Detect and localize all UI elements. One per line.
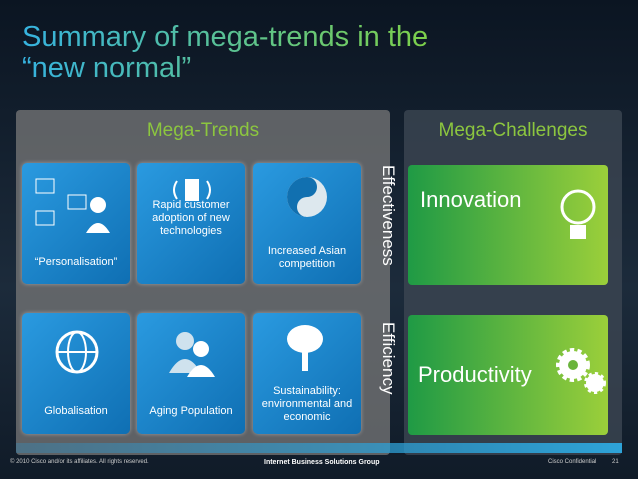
accent-bar xyxy=(16,443,622,453)
icon xyxy=(287,325,323,371)
challenge-tile: Productivity xyxy=(408,315,608,435)
trend-tile: Globalisation xyxy=(22,313,130,434)
connector-label: Effectiveness xyxy=(379,165,398,266)
trend-tile: Rapid customer adoption of new technolog… xyxy=(137,163,245,284)
confidential: Cisco Confidential xyxy=(548,459,597,465)
icon xyxy=(287,177,327,217)
copyright: © 2010 Cisco and/or its affiliates. All … xyxy=(10,459,149,465)
icon xyxy=(169,332,215,377)
slide-title: Summary of mega-trends in the “new normal… xyxy=(22,22,428,84)
connector-label: Efficiency xyxy=(379,322,398,395)
icon xyxy=(35,178,110,233)
tile-label: “Personalisation” xyxy=(34,256,118,268)
icon xyxy=(560,189,596,239)
tile-label: Increased Asian competition xyxy=(267,245,347,270)
tile-label: Innovation xyxy=(420,187,522,212)
tile-label: Aging Population xyxy=(149,405,233,417)
tile-label: Globalisation xyxy=(44,405,108,417)
tile-label: Productivity xyxy=(418,362,532,387)
panel-title: Mega-Trends xyxy=(146,120,260,141)
challenge-tile: Innovation xyxy=(408,165,608,285)
group-name: Internet Business Solutions Group xyxy=(264,459,380,466)
page-number: 21 xyxy=(612,459,619,465)
title-line: “new normal” xyxy=(22,52,192,84)
trend-tile: Increased Asian competition xyxy=(253,163,361,284)
trend-tile: Aging Population xyxy=(137,313,245,434)
trend-tile: Sustainability: environmental and econom… xyxy=(253,313,361,434)
trend-tile: “Personalisation” xyxy=(22,163,130,284)
icon xyxy=(55,330,99,374)
title-line: Summary of mega-trends in the xyxy=(22,21,429,53)
tile-label: Rapid customer adoption of new technolog… xyxy=(152,199,230,237)
tile-label: Sustainability: environmental and econom… xyxy=(261,385,353,423)
icon xyxy=(556,348,606,394)
panel-title: Mega-Challenges xyxy=(438,120,588,141)
icon xyxy=(173,179,211,201)
